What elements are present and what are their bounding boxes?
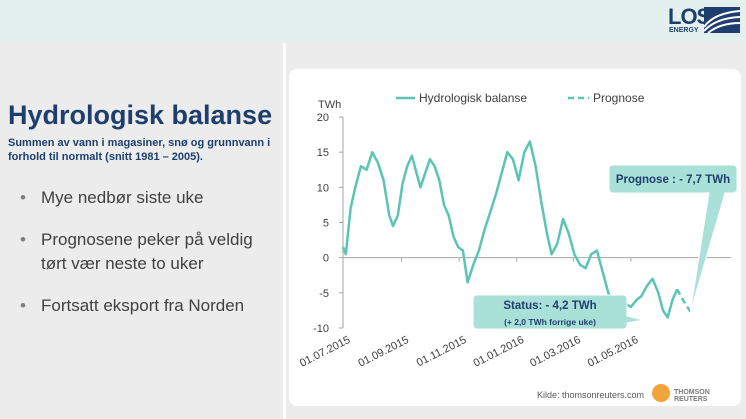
bullet-item: Fortsatt eksport fra Norden: [20, 294, 282, 318]
status-callout: [472, 294, 644, 330]
y-axis-unit: TWh: [318, 99, 341, 111]
bullet-item: Prognosene peker på veldig tørt vær nest…: [20, 228, 282, 276]
series-line-prognose: [676, 288, 692, 313]
x-tick-label: 01.05.2016: [586, 334, 641, 370]
y-tick-label: 20: [317, 112, 329, 124]
x-tick-label: 01.01.2016: [472, 334, 527, 370]
status-callout-detail: (+ 2,0 TWh forrige uke): [504, 317, 596, 327]
top-bar: [0, 0, 746, 43]
chart-panel: [289, 69, 741, 406]
thomson-reuters-logo: THOMSON REUTERS: [652, 384, 742, 403]
slide-subtitle: Summen av vann i magasiner, snø og grunn…: [8, 137, 271, 163]
x-tick-label: 01.07.2015: [298, 334, 353, 370]
logo-subtext: ENERGY: [669, 27, 699, 34]
panel-divider: [283, 43, 286, 419]
thomson-reuters-mark-icon: [652, 384, 670, 402]
los-energy-logo: LOS ENERGY: [668, 4, 742, 36]
x-tick-label: 01.09.2015: [356, 334, 411, 370]
legend-label: Prognose: [593, 91, 645, 105]
y-tick-label: -5: [319, 288, 329, 300]
y-tick-label: 5: [323, 218, 329, 230]
logo-wave-icon: [704, 7, 740, 33]
bullet-item: Mye nedbør siste uke: [20, 186, 282, 210]
x-tick-label: 01.03.2016: [528, 334, 583, 370]
x-tick-label: 01.11.2015: [415, 334, 469, 369]
slide-title: Hydrologisk balanse: [8, 100, 273, 130]
status-callout-title: Status: - 4,2 TWh: [503, 300, 596, 312]
y-tick-label: -10: [313, 323, 329, 335]
legend-label: Hydrologisk balanse: [419, 91, 527, 105]
y-tick-label: 0: [323, 253, 329, 265]
bullet-list: Mye nedbør siste uke Prognosene peker på…: [20, 186, 282, 336]
prognose-callout: [608, 164, 738, 312]
thomson-reuters-logo-text: THOMSON REUTERS: [674, 389, 710, 403]
y-tick-label: 10: [317, 182, 329, 194]
prognose-callout-title: Prognose : - 7,7 TWh: [616, 174, 730, 186]
y-tick-label: 15: [317, 147, 329, 159]
source-caption: Kilde: thomsonreuters.com: [537, 390, 645, 400]
